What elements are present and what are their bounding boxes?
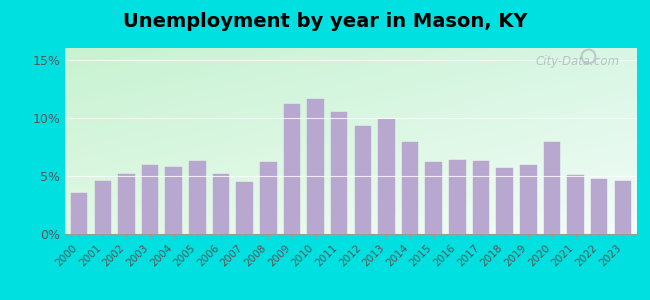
Bar — [473, 161, 489, 234]
Text: City-Data.com: City-Data.com — [536, 56, 620, 68]
Text: Unemployment by year in Mason, KY: Unemployment by year in Mason, KY — [123, 12, 527, 31]
Bar — [142, 165, 159, 234]
Bar — [307, 99, 324, 234]
Bar — [237, 182, 253, 234]
Bar — [331, 112, 348, 234]
Bar — [402, 142, 419, 234]
Bar — [260, 162, 276, 234]
Bar — [543, 142, 560, 234]
Bar — [567, 175, 584, 234]
Bar — [520, 165, 536, 234]
Bar — [449, 160, 465, 234]
Bar — [118, 173, 135, 234]
Bar — [213, 173, 229, 234]
Bar — [426, 162, 442, 234]
Bar — [94, 181, 111, 234]
Bar — [283, 104, 300, 234]
Bar — [591, 179, 608, 234]
Bar — [166, 167, 182, 234]
Bar — [614, 181, 631, 234]
Bar — [354, 126, 371, 234]
Bar — [378, 119, 395, 234]
Bar — [189, 161, 205, 234]
Bar — [71, 193, 88, 234]
Bar — [497, 168, 513, 234]
